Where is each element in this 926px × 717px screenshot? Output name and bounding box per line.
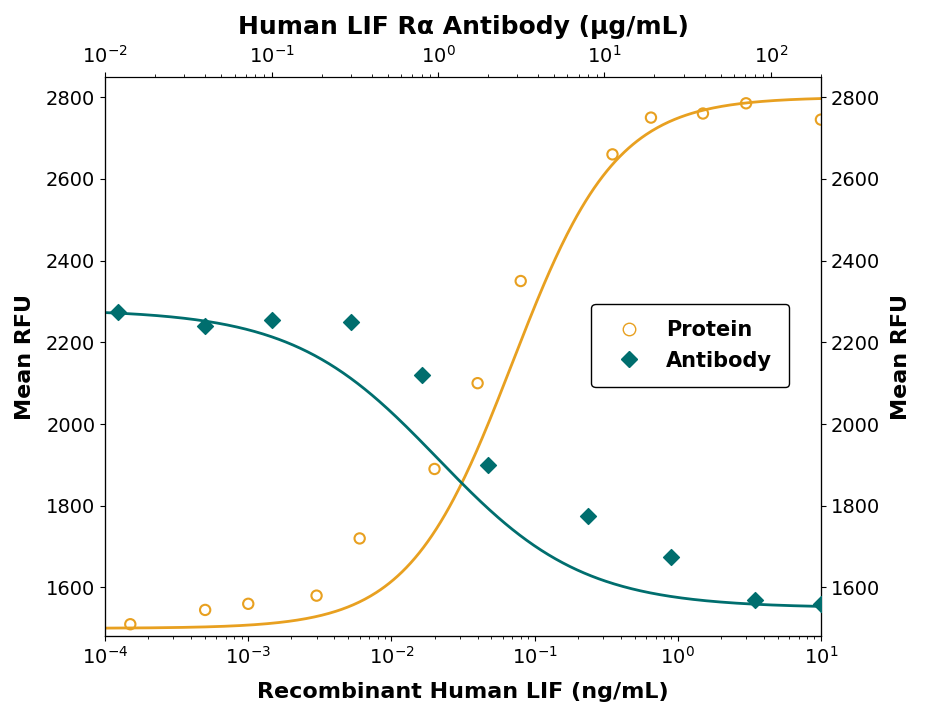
Point bbox=[123, 619, 138, 630]
Point bbox=[747, 594, 762, 605]
Point bbox=[352, 533, 367, 544]
Point bbox=[111, 306, 126, 318]
Point bbox=[581, 511, 595, 522]
Point bbox=[513, 275, 528, 287]
Point bbox=[344, 316, 358, 328]
Point bbox=[198, 320, 213, 332]
Point bbox=[427, 463, 442, 475]
Point bbox=[739, 98, 754, 109]
Legend: Protein, Antibody: Protein, Antibody bbox=[592, 303, 789, 387]
Point bbox=[663, 551, 678, 563]
Point bbox=[814, 114, 829, 125]
X-axis label: Human LIF Rα Antibody (μg/mL): Human LIF Rα Antibody (μg/mL) bbox=[238, 15, 688, 39]
Point bbox=[814, 598, 829, 609]
Y-axis label: Mean RFU: Mean RFU bbox=[891, 293, 911, 419]
Y-axis label: Mean RFU: Mean RFU bbox=[15, 293, 35, 419]
X-axis label: Recombinant Human LIF (ng/mL): Recombinant Human LIF (ng/mL) bbox=[257, 682, 669, 702]
Point bbox=[470, 377, 485, 389]
Point bbox=[695, 108, 710, 119]
Point bbox=[605, 148, 619, 160]
Point bbox=[264, 314, 279, 326]
Point bbox=[644, 112, 658, 123]
Point bbox=[309, 590, 324, 602]
Point bbox=[198, 604, 213, 616]
Point bbox=[241, 598, 256, 609]
Point bbox=[415, 369, 430, 381]
Point bbox=[481, 459, 495, 470]
